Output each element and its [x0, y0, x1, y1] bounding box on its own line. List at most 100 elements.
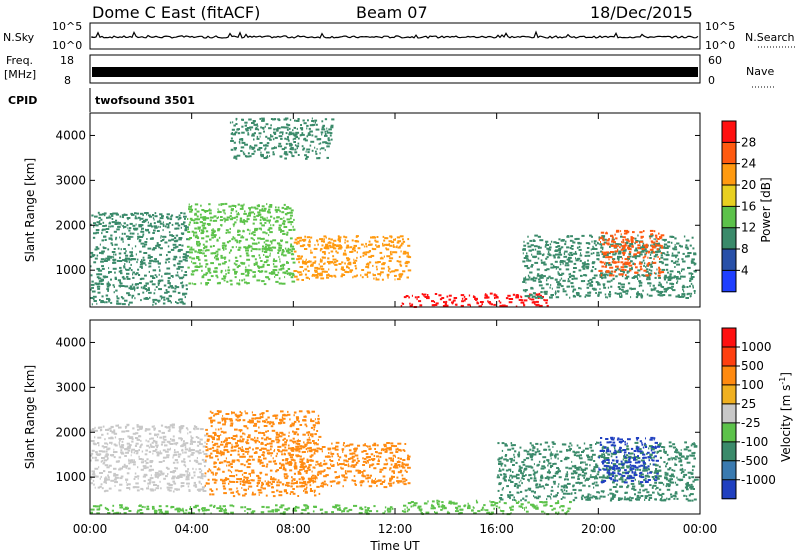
scatter-cell: [278, 244, 283, 247]
scatter-cell: [247, 152, 250, 155]
scatter-cell: [185, 226, 189, 229]
scatter-cell: [336, 259, 339, 262]
scatter-cell: [150, 237, 154, 240]
scatter-cell: [426, 502, 428, 505]
scatter-cell: [207, 435, 211, 438]
scatter-cell: [145, 282, 149, 285]
scatter-cell: [247, 272, 250, 274]
scatter-cell: [191, 260, 193, 263]
scatter-cell: [627, 282, 631, 285]
scatter-cell: [156, 275, 158, 278]
scatter-cell: [168, 489, 172, 492]
scatter-cell: [296, 419, 299, 421]
scatter-cell: [657, 250, 659, 252]
scatter-cell: [222, 248, 225, 251]
scatter-cell: [310, 249, 312, 252]
scatter-cell: [152, 247, 157, 250]
scatter-cell: [263, 438, 268, 441]
scatter-cell: [142, 287, 146, 290]
scatter-cell: [653, 230, 656, 233]
scatter-cell: [566, 246, 570, 249]
scatter-cell: [621, 286, 625, 289]
scatter-cell: [303, 462, 305, 465]
scatter-cell: [181, 286, 184, 289]
scatter-cell: [366, 271, 371, 274]
scatter-cell: [90, 477, 93, 480]
scatter-cell: [247, 269, 252, 272]
scatter-cell: [109, 213, 114, 215]
scatter-cell: [198, 451, 202, 454]
scatter-cell: [291, 253, 293, 255]
scatter-cell: [178, 426, 182, 429]
scatter-cell: [94, 429, 98, 432]
scatter-cell: [328, 274, 333, 277]
scatter-cell: [155, 286, 158, 288]
scatter-cell: [207, 478, 210, 481]
scatter-cell: [589, 278, 593, 281]
scatter-cell: [189, 459, 191, 462]
scatter-cell: [232, 223, 236, 226]
scatter-cell: [246, 427, 249, 430]
scatter-cell: [397, 471, 402, 474]
scatter-cell: [297, 118, 300, 120]
scatter-cell: [323, 459, 326, 462]
scatter-cell: [560, 285, 564, 288]
scatter-cell: [104, 464, 109, 467]
scatter-cell: [180, 223, 185, 226]
scatter-cell: [617, 248, 619, 251]
scatter-cell: [329, 134, 332, 137]
scatter-cell: [437, 505, 441, 508]
scatter-cell: [328, 252, 330, 254]
scatter-cell: [360, 484, 363, 487]
scatter-cell: [184, 448, 189, 451]
scatter-cell: [167, 277, 171, 280]
scatter-cell: [148, 231, 151, 234]
scatter-cell: [209, 488, 212, 491]
scatter-cell: [564, 512, 568, 515]
scatter-cell: [203, 475, 207, 478]
scatter-cell: [197, 436, 200, 439]
scatter-cell: [293, 441, 295, 444]
scatter-cell: [621, 294, 623, 297]
scatter-cell: [320, 277, 325, 280]
scatter-cell: [155, 442, 158, 445]
scatter-cell: [561, 509, 564, 512]
scatter-cell: [141, 224, 144, 227]
scatter-cell: [344, 249, 346, 252]
scatter-cell: [344, 262, 346, 265]
scatter-cell: [283, 453, 286, 456]
scatter-cell: [158, 266, 160, 268]
scatter-cell: [420, 511, 422, 514]
scatter-cell: [299, 469, 301, 471]
scatter-cell: [178, 260, 183, 263]
scatter-cell: [297, 119, 299, 122]
scatter-cell: [278, 255, 280, 258]
scatter-cell: [550, 294, 554, 296]
scatter-cell: [190, 273, 192, 276]
scatter-cell: [689, 279, 692, 282]
scatter-cell: [168, 231, 171, 234]
scatter-cell: [582, 267, 586, 270]
scatter-cell: [365, 245, 368, 248]
scatter-cell: [119, 236, 121, 239]
scatter-cell: [527, 501, 530, 504]
scatter-cell: [200, 475, 204, 477]
scatter-cell: [137, 466, 139, 469]
scatter-cell: [491, 511, 494, 514]
scatter-cell: [307, 132, 311, 135]
scatter-cell: [352, 459, 356, 462]
scatter-cell: [331, 511, 334, 514]
scatter-cell: [238, 246, 242, 249]
scatter-cell: [103, 247, 107, 250]
scatter-cell: [307, 261, 310, 263]
scatter-cell: [182, 442, 187, 445]
scatter-cell: [297, 472, 302, 475]
scatter-cell: [384, 237, 387, 240]
scatter-cell: [116, 302, 120, 305]
scatter-cell: [98, 223, 102, 225]
scatter-cell: [282, 133, 284, 136]
scatter-cell: [344, 236, 348, 239]
scatter-cell: [197, 462, 202, 465]
scatter-cell: [157, 473, 162, 476]
scatter-cell: [225, 443, 228, 446]
